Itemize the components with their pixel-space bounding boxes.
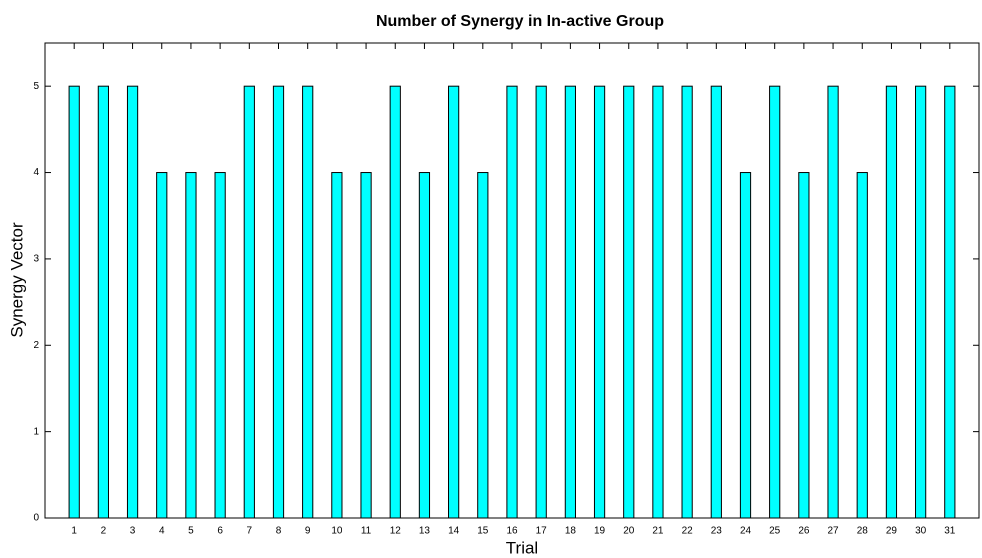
bar	[623, 85, 635, 519]
x-tick-label: 4	[159, 526, 165, 537]
x-tick-label: 11	[361, 526, 372, 537]
bar	[389, 85, 401, 519]
y-tick-label: 1	[33, 426, 39, 437]
x-tick-label: 23	[711, 526, 723, 537]
bar	[214, 172, 226, 519]
chart-title: Number of Synergy in In-active Group	[376, 13, 664, 30]
x-tick-label: 29	[886, 526, 898, 537]
bar	[506, 85, 518, 519]
bar	[710, 85, 722, 519]
bar	[856, 172, 868, 519]
plot-frame	[44, 42, 980, 519]
bar	[360, 172, 372, 519]
x-tick-label: 22	[682, 526, 694, 537]
bar	[418, 172, 431, 519]
x-tick-label: 3	[130, 526, 136, 537]
x-tick-label: 6	[217, 526, 223, 537]
x-tick-label: 17	[536, 526, 548, 537]
y-tick-label: 2	[33, 340, 39, 351]
x-tick-label: 30	[915, 526, 927, 537]
x-tick-label: 24	[740, 526, 752, 537]
x-tick-label: 7	[247, 526, 253, 537]
x-tick-label: 18	[565, 526, 577, 537]
bar	[272, 85, 285, 519]
x-tick-label: 9	[305, 526, 311, 537]
bar	[477, 172, 489, 519]
bar	[97, 85, 109, 519]
bar	[944, 85, 956, 519]
bar	[564, 85, 576, 519]
bar	[769, 85, 781, 519]
y-tick-label: 3	[33, 254, 39, 265]
x-tick-label: 2	[101, 526, 107, 537]
x-tick-label: 13	[419, 526, 431, 537]
bar	[885, 85, 898, 519]
x-tick-label: 1	[71, 526, 77, 537]
bar	[535, 85, 547, 519]
x-tick-label: 14	[448, 526, 460, 537]
y-axis-label: Synergy Vector	[7, 222, 26, 338]
x-tick-label: 16	[506, 526, 518, 537]
bar	[68, 85, 80, 519]
x-tick-label: 12	[390, 526, 402, 537]
bar	[302, 85, 314, 519]
bar	[156, 172, 168, 519]
bar	[593, 85, 606, 519]
y-tick-label: 5	[33, 81, 39, 92]
x-tick-label: 15	[477, 526, 489, 537]
bar	[448, 85, 460, 519]
bar	[798, 172, 810, 519]
x-tick-label: 20	[623, 526, 635, 537]
bar	[681, 85, 693, 519]
x-tick-label: 31	[944, 526, 956, 537]
bar	[243, 85, 255, 519]
y-tick-label: 0	[33, 513, 39, 524]
x-tick-label: 26	[798, 526, 810, 537]
bar	[739, 172, 752, 519]
y-tick-label: 4	[33, 167, 39, 178]
x-tick-label: 25	[769, 526, 781, 537]
x-axis-label: Trial	[506, 538, 538, 557]
x-tick-label: 28	[857, 526, 869, 537]
x-tick-label: 10	[331, 526, 343, 537]
bar	[331, 172, 343, 519]
x-tick-label: 19	[594, 526, 606, 537]
x-tick-label: 21	[652, 526, 664, 537]
x-tick-label: 27	[828, 526, 840, 537]
bar	[915, 85, 927, 519]
bar	[827, 85, 839, 519]
x-tick-label: 8	[276, 526, 282, 537]
x-tick-label: 5	[188, 526, 194, 537]
bar	[126, 85, 139, 519]
bar	[652, 85, 664, 519]
bar	[185, 172, 197, 519]
